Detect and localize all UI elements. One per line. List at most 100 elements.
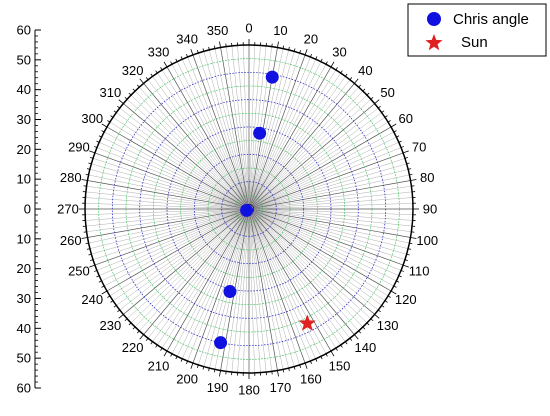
grid-spoke: [225, 46, 249, 205]
grid-spoke: [109, 121, 246, 207]
grid-spoke: [231, 45, 249, 205]
grid-spoke: [89, 169, 245, 209]
grid-spoke: [182, 213, 248, 359]
angle-tick: [345, 341, 348, 345]
angle-tick: [118, 314, 124, 319]
grid-spoke: [99, 210, 245, 276]
grid-spoke: [250, 52, 300, 205]
legend-box: [407, 3, 547, 57]
grid-spoke: [249, 49, 289, 205]
angle-tick-label: 240: [81, 292, 103, 307]
grid-spoke: [252, 212, 364, 328]
angle-tick: [398, 140, 402, 143]
grid-spoke: [161, 212, 247, 349]
grid-spoke: [251, 79, 351, 206]
grid-circle-major: [193, 153, 305, 265]
angle-tick: [349, 337, 353, 341]
angle-tick: [277, 41, 279, 48]
angle-tick: [358, 330, 362, 334]
angle-tick-label: 280: [60, 170, 82, 185]
grid-spoke: [251, 69, 337, 206]
grid-spoke: [253, 210, 399, 276]
angle-tick: [315, 358, 318, 362]
angle-tick: [101, 123, 108, 128]
angle-tick: [101, 290, 108, 295]
angle-tick: [155, 344, 158, 348]
angle-tick-label: 350: [207, 23, 229, 38]
grid-spoke: [253, 147, 402, 208]
grid-spoke: [152, 76, 247, 206]
grid-spoke: [147, 79, 247, 206]
grid-spoke: [147, 212, 247, 339]
angle-tick: [89, 264, 96, 268]
angle-tick: [374, 314, 380, 319]
angle-tick: [330, 61, 335, 68]
grid-spoke: [252, 117, 386, 207]
angle-tick: [320, 356, 323, 360]
angle-tick-label: 0: [245, 21, 252, 36]
angle-tick: [310, 54, 312, 58]
data-point-chris-angle: [223, 285, 237, 299]
grid-spoke: [86, 185, 245, 209]
angle-tick: [160, 347, 163, 351]
angle-tick: [98, 280, 102, 283]
grid-spoke: [251, 213, 327, 354]
angle-tick: [213, 369, 216, 373]
grid-spoke: [104, 211, 245, 287]
grid-spoke: [203, 51, 248, 205]
grid-spoke: [253, 210, 406, 260]
grid-spoke: [253, 209, 411, 238]
angle-tick: [299, 364, 301, 368]
grid-spoke: [253, 203, 413, 210]
grid-spoke: [252, 99, 372, 207]
angle-tick: [163, 61, 168, 68]
angle-tick: [89, 150, 96, 154]
grid-spoke: [253, 208, 413, 215]
angle-tick-label: 10: [273, 23, 287, 38]
grid-spoke: [249, 213, 261, 373]
grid-spoke: [143, 212, 247, 335]
angle-tick-label: 310: [99, 85, 121, 100]
grid-spoke: [152, 212, 247, 342]
grid-spoke: [187, 213, 248, 362]
angle-tick: [282, 369, 285, 373]
angle-tick-label: 70: [412, 140, 426, 155]
grid-spoke: [251, 212, 346, 342]
grid-spoke: [253, 210, 402, 271]
grid-spoke: [252, 107, 379, 207]
grid-spoke: [250, 213, 300, 366]
grid-spoke: [231, 213, 249, 373]
angle-tick: [293, 366, 296, 370]
angle-tick: [377, 105, 381, 109]
angle-tick-label: 200: [176, 372, 198, 387]
angle-tick: [150, 341, 153, 345]
grid-spoke: [119, 107, 246, 207]
grid-spoke: [87, 209, 245, 238]
grid-spoke: [166, 212, 247, 352]
grid-spoke: [253, 209, 413, 221]
grid-spoke: [176, 61, 248, 205]
angle-tick: [163, 350, 168, 357]
grid-spoke: [253, 185, 412, 209]
grid-spoke: [89, 209, 245, 249]
grid-spoke: [166, 66, 247, 206]
angle-tick-label: 130: [377, 318, 399, 333]
angle-tick: [113, 305, 117, 308]
grid-spoke: [112, 211, 246, 301]
angle-tick: [293, 48, 296, 52]
grid-spoke: [198, 52, 248, 205]
angle-tick: [117, 105, 121, 109]
angle-tick: [132, 326, 136, 330]
grid-spoke: [250, 56, 311, 205]
angle-tick: [374, 99, 380, 104]
grid-spoke: [209, 49, 249, 205]
radial-scale-label: 60: [17, 381, 31, 396]
grid-spoke: [119, 211, 246, 311]
grid-spoke: [116, 211, 246, 306]
angle-tick: [219, 370, 221, 377]
angle-tick: [366, 322, 370, 326]
radial-scale-label: 10: [17, 172, 31, 187]
angle-tick: [330, 350, 335, 357]
angle-tick: [180, 358, 183, 362]
grid-spoke: [85, 209, 245, 221]
